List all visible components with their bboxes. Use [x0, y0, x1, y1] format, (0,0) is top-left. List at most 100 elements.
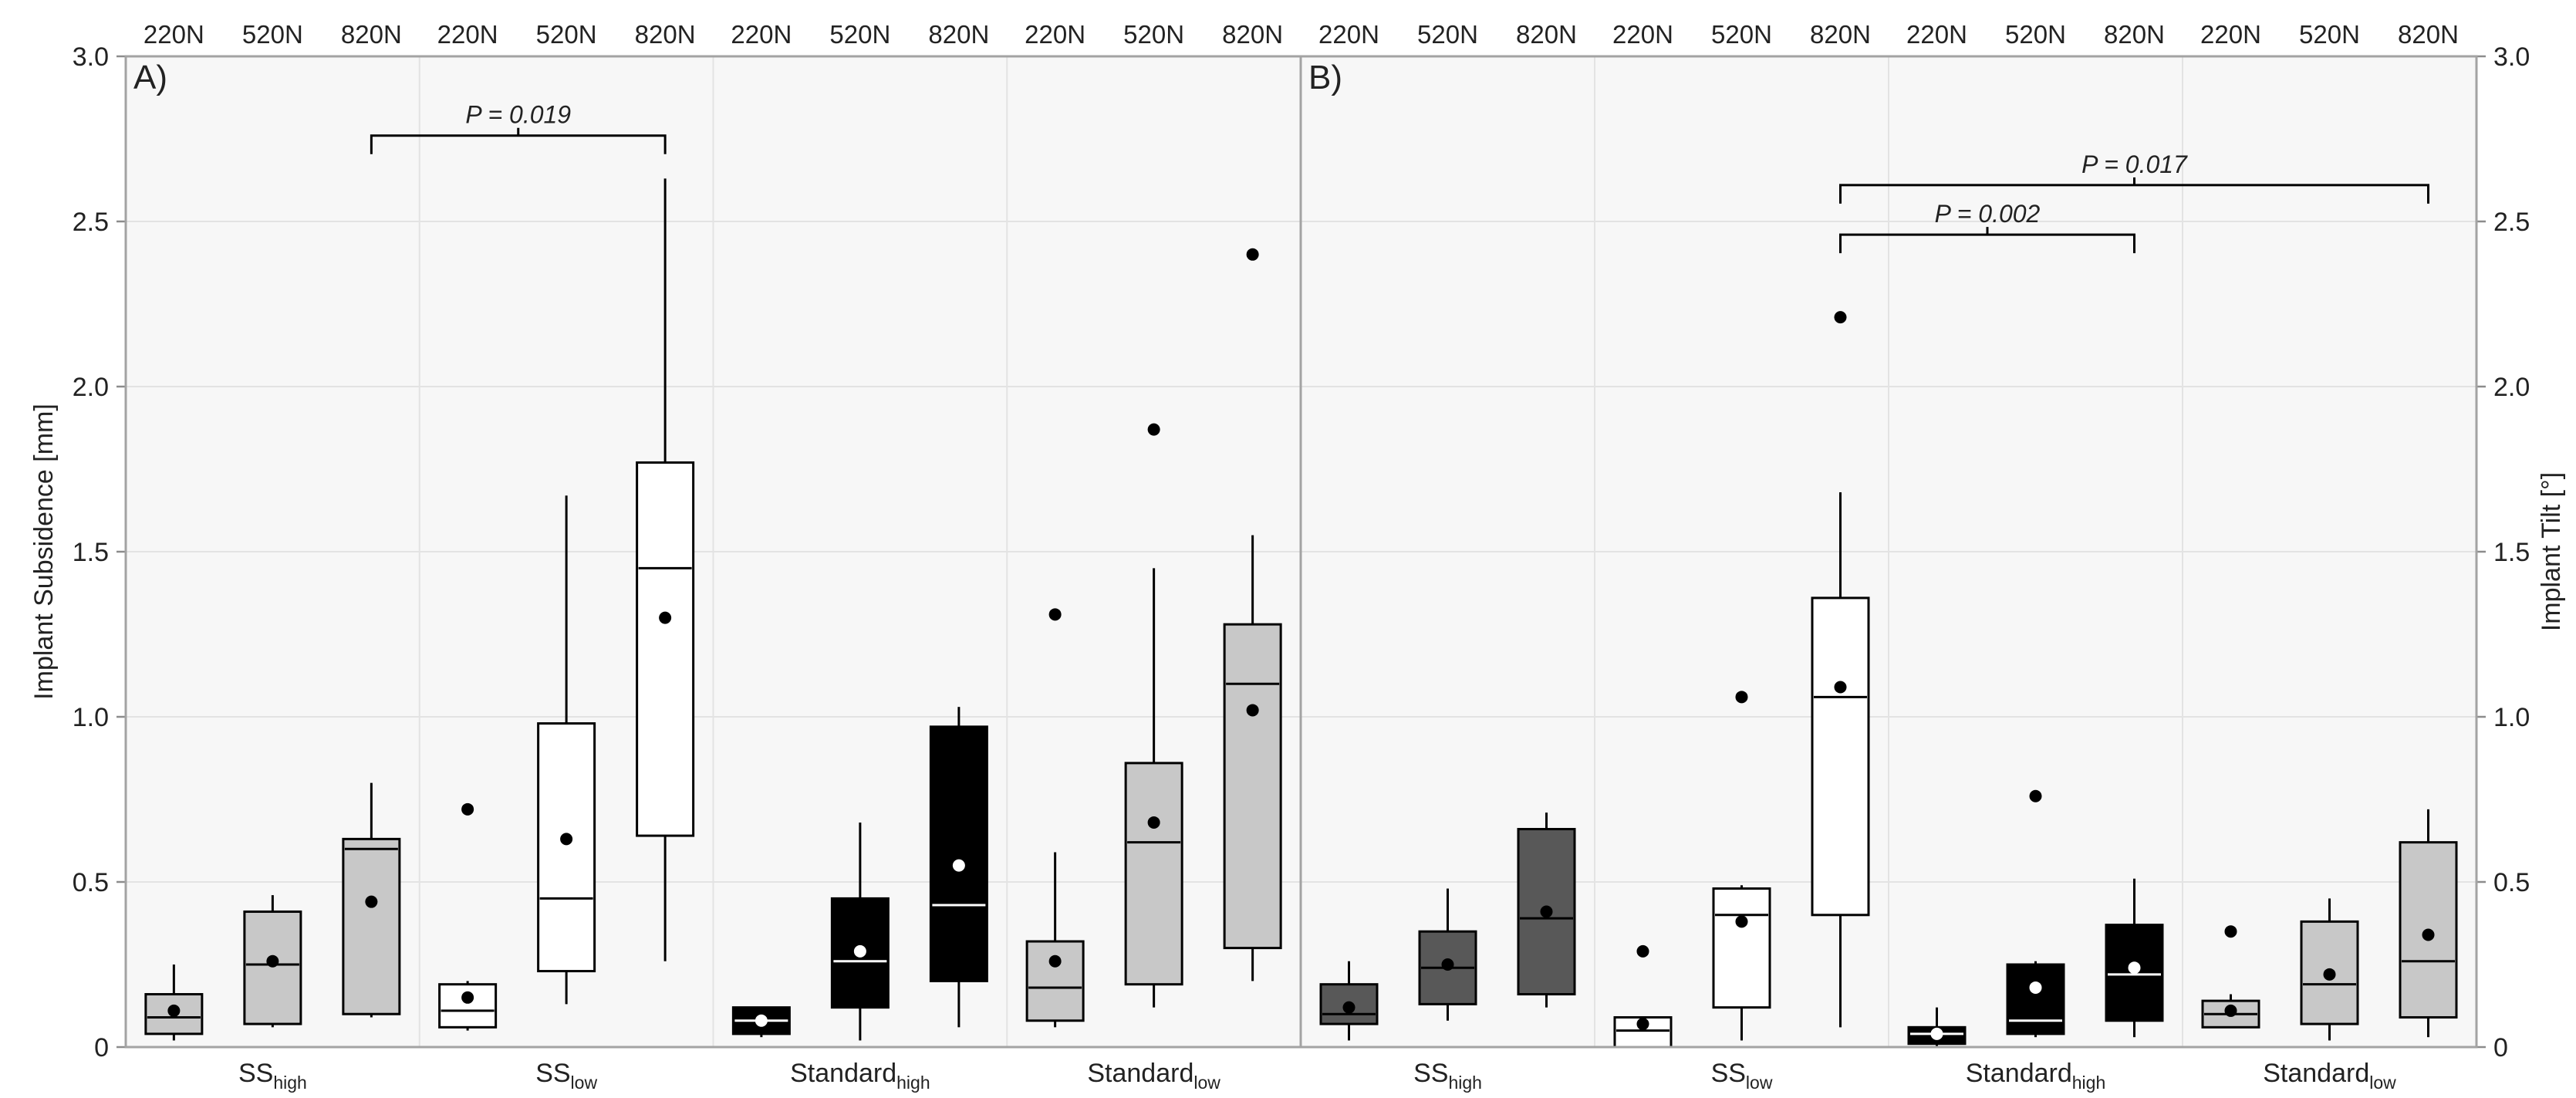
- box-820N: 820N: [635, 20, 696, 961]
- group-label: Standardhigh: [1966, 1059, 2105, 1093]
- group-label: SShigh: [1413, 1059, 1482, 1093]
- y-tick-label: 2.0: [2493, 373, 2530, 402]
- y-axis-label: Implant Tilt [°]: [2537, 472, 2566, 631]
- outlier-point: [1735, 691, 1748, 704]
- mean-point: [1246, 704, 1259, 717]
- condition-label: 520N: [1711, 20, 1772, 49]
- condition-label: 520N: [2299, 20, 2360, 49]
- group-label: SShigh: [238, 1059, 307, 1093]
- y-tick-label: 0: [94, 1033, 109, 1063]
- box-820N: 820N: [2398, 20, 2459, 1038]
- box-iqr: [438, 983, 498, 1029]
- box-iqr: [929, 725, 988, 982]
- mean-point: [167, 1004, 181, 1017]
- box-iqr: [342, 837, 401, 1015]
- mean-point: [266, 954, 279, 968]
- panel-a: 0 0.5 1.0 1.5 2.0 2.5 3.0 Implant Subsidence [m…: [29, 20, 1302, 1093]
- condition-label: 220N: [1612, 20, 1673, 49]
- panel-label: A): [133, 59, 167, 96]
- outlier-point: [1636, 944, 1649, 958]
- mean-point: [659, 611, 672, 624]
- box-iqr: [1223, 623, 1282, 950]
- mean-point: [560, 833, 573, 846]
- box-820N: 820N: [1810, 20, 1871, 1028]
- mean-point: [1441, 958, 1454, 971]
- significance-bracket: P = 0.017: [1839, 150, 2429, 204]
- box-820N: 820N: [2104, 20, 2165, 1038]
- y-tick-label: 3.0: [73, 42, 109, 72]
- mean-point: [461, 991, 474, 1004]
- outlier-point: [1834, 311, 1847, 324]
- outlier-point: [2029, 789, 2042, 802]
- y-tick-label: 2.0: [73, 373, 109, 402]
- panel-label: B): [1308, 59, 1342, 96]
- plot-frame: [1299, 55, 2478, 1049]
- box-820N: 820N: [341, 20, 402, 1018]
- condition-label: 820N: [341, 20, 402, 49]
- box-iqr: [1712, 887, 1771, 1009]
- outlier-point: [2224, 925, 2237, 938]
- box-iqr: [1811, 596, 1870, 917]
- box-520N: 520N: [1711, 20, 1772, 1041]
- outlier-point: [1147, 423, 1160, 436]
- box-820N: 820N: [1516, 20, 1577, 1008]
- y-tick-label: 0: [2493, 1033, 2508, 1063]
- condition-label: 520N: [829, 20, 890, 49]
- condition-label: 220N: [1318, 20, 1379, 49]
- mean-point: [952, 859, 965, 872]
- condition-label: 820N: [2104, 20, 2165, 49]
- box-520N: 520N: [829, 20, 890, 1041]
- condition-label: 520N: [536, 20, 597, 49]
- box-220N: 220N: [731, 20, 792, 1038]
- outlier-point: [1048, 608, 1062, 621]
- mean-point: [2323, 968, 2336, 981]
- mean-point: [1930, 1027, 1943, 1040]
- group-standard-low: Standardlow 220N 520N 820N: [1025, 20, 1283, 1093]
- box-220N: 220N: [2200, 20, 2261, 1029]
- group-ss-high: SShigh 220N 520N 820N: [1318, 20, 1577, 1093]
- significance-bracket: P = 0.019: [370, 101, 667, 154]
- group-label: Standardlow: [1087, 1059, 1220, 1093]
- condition-label: 820N: [1810, 20, 1871, 49]
- condition-label: 520N: [2005, 20, 2066, 49]
- mean-point: [2422, 928, 2435, 941]
- y-tick-label: 1.5: [73, 538, 109, 567]
- box-220N: 220N: [1906, 20, 1967, 1047]
- box-220N: 220N: [1318, 20, 1379, 1041]
- group-label: SSlow: [1711, 1059, 1773, 1093]
- significance-bracket: P = 0.002: [1839, 200, 2135, 254]
- y-tick-label: 0.5: [2493, 868, 2530, 897]
- box-520N: 520N: [536, 20, 597, 1005]
- outlier-point: [461, 802, 474, 816]
- box-iqr: [1025, 940, 1085, 1022]
- box-iqr: [537, 722, 596, 973]
- box-220N: 220N: [143, 20, 204, 1041]
- group-standard-low: Standardlow 220N 520N 820N: [2200, 20, 2459, 1093]
- mean-point: [2029, 981, 2042, 994]
- box-820N: 820N: [1222, 20, 1283, 981]
- p-value-label: P = 0.017: [2081, 150, 2188, 178]
- condition-label: 220N: [2200, 20, 2261, 49]
- mean-point: [1540, 905, 1553, 918]
- group-standard-high: Standardhigh 220N 520N 820N: [731, 20, 989, 1093]
- p-value-label: P = 0.002: [1935, 200, 2041, 228]
- group-label: Standardlow: [2263, 1059, 2396, 1093]
- box-520N: 520N: [242, 20, 303, 1028]
- y-tick-label: 2.5: [2493, 208, 2530, 237]
- y-axis-label: Implant Subsidence [mm]: [29, 404, 59, 700]
- condition-label: 820N: [1222, 20, 1283, 49]
- p-value-label: P = 0.019: [465, 101, 571, 129]
- mean-point: [1735, 915, 1748, 928]
- y-tick-label: 3.0: [2493, 42, 2530, 72]
- condition-label: 520N: [242, 20, 303, 49]
- box-iqr: [636, 461, 695, 837]
- mean-point: [1048, 954, 1062, 968]
- y-tick-label: 1.0: [2493, 703, 2530, 732]
- box-iqr: [243, 910, 302, 1025]
- condition-label: 820N: [635, 20, 696, 49]
- y-tick-label: 2.5: [73, 208, 109, 237]
- box-220N: 220N: [437, 20, 498, 1031]
- box-520N: 520N: [1417, 20, 1478, 1021]
- condition-label: 220N: [143, 20, 204, 49]
